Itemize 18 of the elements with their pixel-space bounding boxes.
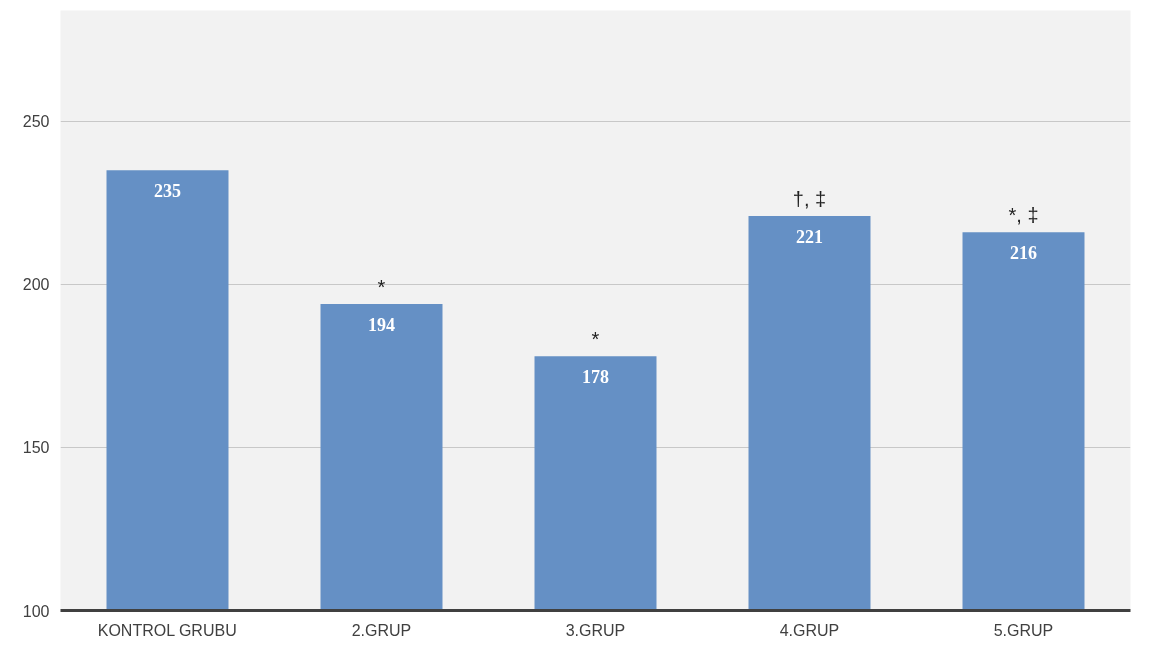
- data-label: 194: [368, 314, 395, 335]
- annotation: *: [591, 328, 600, 351]
- x-tick-label: KONTROL GRUBU: [97, 621, 237, 639]
- annotation: †, ‡: [792, 187, 827, 210]
- y-tick-label: 150: [22, 439, 50, 457]
- x-tick-label: 2.GRUP: [351, 621, 412, 639]
- y-tick-label: 100: [22, 602, 50, 620]
- y-tick-label: 250: [22, 113, 50, 131]
- data-label: 178: [582, 367, 609, 388]
- annotation: *: [377, 275, 386, 298]
- data-label: 216: [1010, 243, 1037, 264]
- y-tick-label: 200: [22, 276, 50, 294]
- x-tick-label: 3.GRUP: [565, 621, 626, 639]
- x-tick-label: 5.GRUP: [993, 621, 1054, 639]
- x-tick-label: 4.GRUP: [779, 621, 840, 639]
- annotation: *, ‡: [1008, 204, 1039, 227]
- data-label: 221: [796, 226, 823, 247]
- data-label: 235: [154, 181, 181, 202]
